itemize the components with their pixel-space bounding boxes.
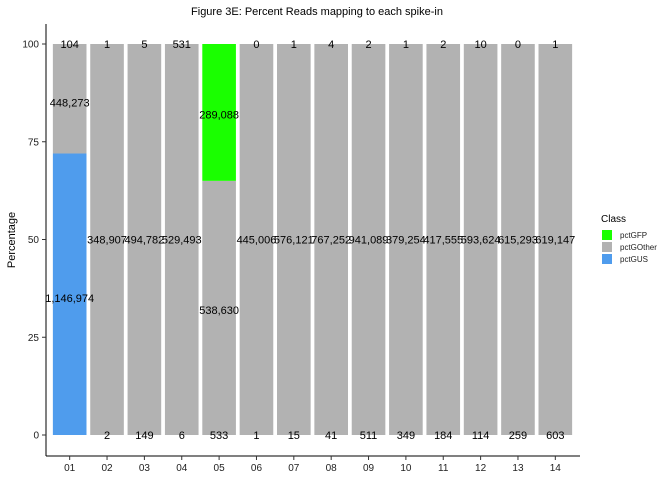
data-label-06: 1	[253, 430, 259, 442]
data-label-11: 417,555	[423, 235, 463, 247]
x-tick-label-07: 07	[288, 463, 300, 474]
data-label-07: 576,121	[274, 235, 314, 247]
legend-swatch-pctGOther	[602, 242, 612, 252]
x-tick-label-03: 03	[139, 463, 151, 474]
x-tick-label-04: 04	[176, 463, 188, 474]
data-label-06: 445,006	[237, 235, 277, 247]
x-tick-label-05: 05	[214, 463, 226, 474]
data-label-07: 15	[288, 430, 300, 442]
x-tick-label-12: 12	[475, 463, 487, 474]
x-tick-label-14: 14	[550, 463, 562, 474]
data-label-06: 0	[253, 39, 259, 51]
x-tick-label-08: 08	[326, 463, 338, 474]
data-label-09: 511	[360, 430, 378, 442]
x-tick-label-11: 11	[438, 463, 449, 474]
data-label-08: 4	[328, 39, 334, 51]
x-tick-label-10: 10	[400, 463, 412, 474]
data-label-13: 615,293	[498, 235, 538, 247]
x-tick-label-01: 01	[64, 463, 76, 474]
data-label-12: 593,624	[461, 235, 501, 247]
data-label-07: 1	[291, 39, 297, 51]
data-label-01: 104	[61, 39, 79, 51]
data-label-05: 533	[210, 430, 228, 442]
legend-title: Class	[601, 214, 626, 225]
y-tick-label-100: 100	[22, 40, 39, 51]
data-label-05: 538,630	[199, 305, 239, 317]
data-label-13: 0	[515, 39, 521, 51]
data-label-03: 5	[141, 39, 147, 51]
data-label-04: 529,493	[162, 235, 202, 247]
y-tick-label-50: 50	[28, 235, 40, 246]
data-label-02: 348,907	[87, 235, 127, 247]
y-tick-label-25: 25	[28, 333, 40, 344]
legend-label-pctGFP: pctGFP	[620, 231, 647, 240]
data-label-02: 1	[104, 39, 110, 51]
data-label-11: 2	[440, 39, 446, 51]
legend-label-pctGUS: pctGUS	[620, 255, 648, 264]
data-label-14: 1	[552, 39, 558, 51]
data-label-08: 767,252	[311, 235, 351, 247]
x-tick-label-02: 02	[101, 463, 113, 474]
data-label-11: 184	[434, 430, 452, 442]
legend-swatch-pctGFP	[602, 230, 612, 240]
data-label-05: 289,088	[199, 109, 239, 121]
y-tick-label-75: 75	[28, 137, 40, 148]
data-label-09: 2	[365, 39, 371, 51]
data-label-12: 114	[472, 430, 490, 442]
legend: Class pctGFP pctGOther pctGUS	[601, 214, 657, 264]
data-label-09: 941,089	[349, 235, 389, 247]
legend-label-pctGOther: pctGOther	[620, 243, 657, 252]
y-axis-title: Percentage	[6, 212, 18, 268]
legend-swatch-pctGUS	[602, 254, 612, 264]
data-label-02: 2	[104, 430, 110, 442]
x-tick-label-13: 13	[512, 463, 524, 474]
x-tick-label-09: 09	[363, 463, 375, 474]
data-label-04: 531	[173, 39, 191, 51]
data-label-03: 149	[135, 430, 153, 442]
data-label-10: 379,254	[386, 235, 426, 247]
data-label-13: 259	[509, 430, 527, 442]
data-label-08: 41	[325, 430, 337, 442]
data-label-14: 603	[546, 430, 564, 442]
y-tick-label-0: 0	[33, 431, 39, 442]
data-label-01: 448,273	[50, 98, 90, 110]
x-tick-label-06: 06	[251, 463, 263, 474]
data-label-04: 6	[179, 430, 185, 442]
data-label-10: 349	[397, 430, 415, 442]
data-label-10: 1	[403, 39, 409, 51]
data-label-01: 1,146,974	[45, 293, 94, 305]
data-label-14: 619,147	[535, 235, 575, 247]
chart-title: Figure 3E: Percent Reads mapping to each…	[191, 6, 443, 18]
data-label-12: 10	[474, 39, 486, 51]
data-label-03: 494,782	[125, 235, 165, 247]
